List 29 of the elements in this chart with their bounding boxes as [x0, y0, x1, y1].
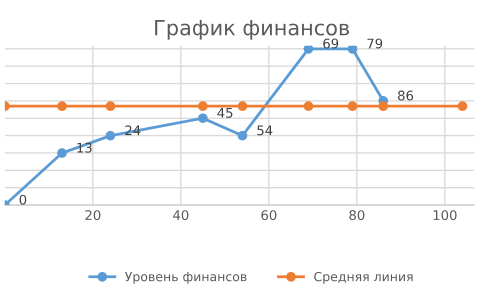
- annotation: 69: [323, 38, 338, 49]
- point: [106, 101, 116, 112]
- annotation: 79: [367, 38, 382, 49]
- legend-label: Средняя линия: [314, 272, 413, 284]
- point: [238, 130, 248, 141]
- point: [458, 101, 468, 112]
- annotation: 86: [398, 90, 414, 101]
- point: [348, 46, 358, 54]
- legend-label: Уровень финансов: [124, 272, 246, 284]
- chart-title: График финансов: [155, 20, 349, 40]
- point: [378, 101, 388, 112]
- x-tick-label: 60: [261, 210, 276, 220]
- point: [198, 113, 208, 124]
- point: [304, 101, 314, 112]
- annotation: 54: [257, 126, 272, 136]
- point: [57, 148, 67, 158]
- x-tick-label: 80: [349, 210, 364, 220]
- x-tick-label: 20: [85, 210, 100, 220]
- annotation: 45: [217, 108, 232, 118]
- annotation: 24: [125, 125, 140, 136]
- point: [348, 101, 358, 112]
- point: [106, 130, 116, 141]
- annotation: 0: [20, 194, 26, 205]
- x-tick-label: 40: [173, 210, 188, 220]
- point: [198, 101, 208, 112]
- point: [238, 101, 248, 112]
- point: [57, 101, 67, 112]
- point: [304, 46, 314, 54]
- x-tick-label: 100: [434, 210, 457, 220]
